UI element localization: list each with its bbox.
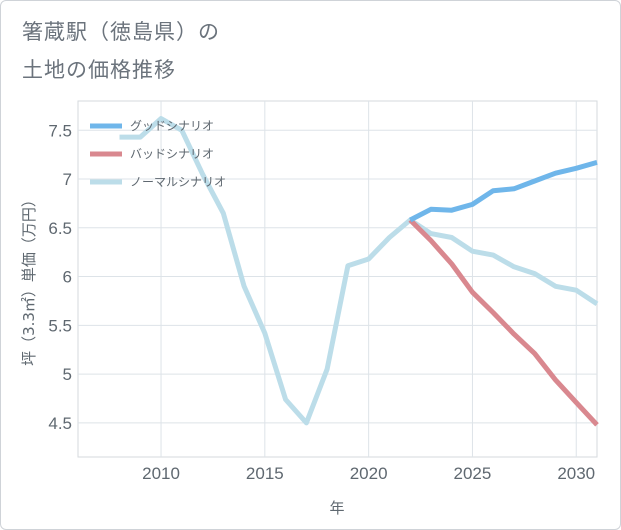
bad-scenario-line xyxy=(408,218,599,427)
x-tick-labels: 2010 2015 2020 2025 2030 xyxy=(142,464,595,483)
x-tick-label: 2020 xyxy=(350,464,388,483)
x-tick-label: 2030 xyxy=(557,464,595,483)
y-tick-label: 7 xyxy=(63,170,72,189)
y-axis-title: 坪（3.3㎡）単価（万円） xyxy=(20,192,38,366)
y-tick-label: 6.5 xyxy=(48,219,72,238)
y-tick-label: 5 xyxy=(63,365,72,384)
legend-label: ノーマルシナリオ xyxy=(130,175,226,189)
x-tick-label: 2010 xyxy=(142,464,180,483)
x-gridlines xyxy=(160,101,577,457)
y-tick-label: 7.5 xyxy=(48,121,72,140)
x-axis-title: 年 xyxy=(329,499,344,517)
y-tick-label: 4.5 xyxy=(48,414,72,433)
y-gridlines xyxy=(78,129,597,424)
x-tick-label: 2015 xyxy=(246,464,284,483)
normal-scenario-line xyxy=(119,116,599,426)
y-tick-labels: 4.5 5 5.5 6 6.5 7 7.5 xyxy=(48,121,72,433)
chart-title-line-1: 箸蔵駅（徳島県）の xyxy=(22,20,220,44)
x-tick-label: 2025 xyxy=(454,464,492,483)
legend-item-normal[interactable]: ノーマルシナリオ xyxy=(90,175,226,189)
legend-item-bad[interactable]: バッドシナリオ xyxy=(90,147,214,161)
good-scenario-line xyxy=(409,159,598,223)
y-tick-label: 6 xyxy=(63,268,72,287)
legend-label: バッドシナリオ xyxy=(130,147,214,161)
plot-area xyxy=(77,100,598,458)
legend-item-good[interactable]: グッドシナリオ xyxy=(90,119,214,133)
y-tick-label: 5.5 xyxy=(48,316,72,335)
chart-title-line-2: 土地の価格推移 xyxy=(22,58,176,82)
legend-label: グッドシナリオ xyxy=(130,119,214,133)
series-layer xyxy=(119,116,599,427)
